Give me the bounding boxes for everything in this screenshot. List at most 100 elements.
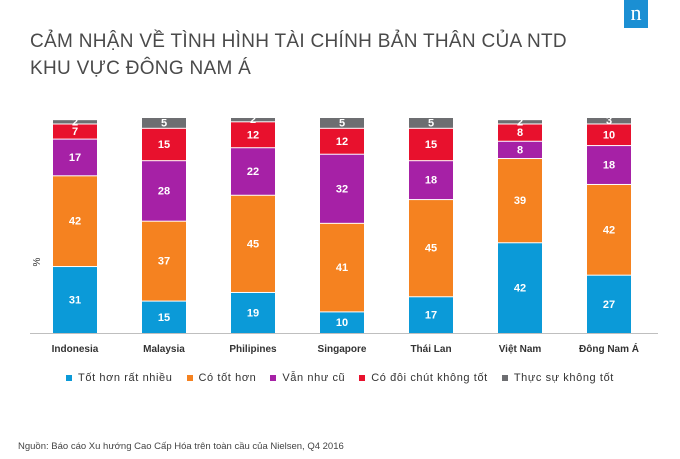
data-label: 42 bbox=[603, 224, 615, 236]
bar-segment bbox=[142, 301, 186, 333]
chart-title-line-2: KHU VỰC ĐÔNG NAM Á bbox=[30, 58, 252, 79]
legend-label: Có đôi chút không tốt bbox=[371, 372, 488, 384]
data-label: 17 bbox=[425, 310, 437, 322]
data-label: 32 bbox=[336, 183, 348, 195]
bar-segment bbox=[231, 292, 275, 333]
x-tick-label: Philipines bbox=[229, 344, 277, 355]
legend-label: Tốt hơn rất nhiều bbox=[78, 372, 173, 384]
bar-segment bbox=[320, 312, 364, 333]
data-label: 39 bbox=[514, 195, 526, 207]
data-label: 2 bbox=[72, 116, 78, 128]
legend-swatch bbox=[186, 375, 193, 381]
legend-label: Thực sự không tốt bbox=[513, 372, 614, 384]
bar-segment bbox=[409, 118, 453, 128]
x-tick-label: Singapore bbox=[318, 344, 367, 355]
bar-segment bbox=[142, 128, 186, 161]
data-label: 18 bbox=[603, 160, 615, 172]
bar-segment bbox=[231, 122, 275, 148]
bar-segment bbox=[498, 243, 542, 333]
legend-item: Thực sự không tốt bbox=[501, 372, 614, 384]
data-label: 2 bbox=[250, 114, 256, 126]
data-label: 45 bbox=[247, 238, 259, 250]
data-label: 7 bbox=[72, 126, 78, 138]
bar-segment bbox=[320, 128, 364, 154]
chart-legend: Tốt hơn rất nhiều Có tốt hơn Vẫn như cũ Có … bbox=[0, 372, 680, 384]
source-note: Nguồn: Báo cáo Xu hướng Cao Cấp Hóa trên… bbox=[18, 441, 344, 452]
bar-segment bbox=[53, 267, 97, 333]
data-label: 27 bbox=[603, 299, 615, 311]
bar-segment bbox=[498, 124, 542, 141]
bar-segment bbox=[409, 200, 453, 297]
data-label: 5 bbox=[161, 117, 167, 129]
bar-segment bbox=[587, 184, 631, 275]
chart-title-line-1: CẢM NHẬN VỀ TÌNH HÌNH TÀI CHÍNH BẢN THÂN… bbox=[30, 31, 567, 52]
bar-segment bbox=[498, 141, 542, 159]
legend-item: Tốt hơn rất nhiều bbox=[66, 372, 172, 384]
bar-segment bbox=[142, 221, 186, 301]
legend-item: Có đôi chút không tốt bbox=[359, 372, 488, 384]
bar-segment bbox=[53, 120, 97, 124]
x-tick-label: Việt Nam bbox=[499, 344, 542, 355]
chart-title: CẢM NHẬN VỀ TÌNH HÌNH TÀI CHÍNH BẢN THÂN… bbox=[30, 28, 590, 82]
bar-segment bbox=[231, 118, 275, 122]
x-tick-label: Đông Nam Á bbox=[579, 342, 639, 355]
bar-segment bbox=[53, 139, 97, 176]
data-label: 15 bbox=[158, 139, 170, 151]
y-axis-label: % bbox=[32, 257, 43, 266]
data-label: 12 bbox=[336, 136, 348, 148]
bar-segment bbox=[587, 275, 631, 333]
bar-segment bbox=[587, 146, 631, 184]
bar-segment bbox=[142, 118, 186, 128]
bar-segment bbox=[587, 124, 631, 146]
legend-item: Có tốt hơn bbox=[186, 372, 257, 384]
bar-segment bbox=[409, 161, 453, 200]
legend-swatch bbox=[501, 375, 508, 381]
bar-segment bbox=[409, 297, 453, 333]
data-label: 8 bbox=[517, 127, 523, 139]
data-label: 2 bbox=[517, 116, 523, 128]
data-label: 5 bbox=[339, 117, 345, 129]
bar-segment bbox=[231, 148, 275, 195]
bar-segment bbox=[320, 154, 364, 223]
data-label: 3 bbox=[606, 115, 612, 127]
data-label: 42 bbox=[69, 216, 81, 228]
legend-swatch bbox=[66, 375, 73, 381]
bar-segment bbox=[142, 161, 186, 221]
data-label: 15 bbox=[158, 312, 170, 324]
bar-segment bbox=[320, 118, 364, 128]
data-label: 41 bbox=[336, 262, 348, 274]
legend-swatch bbox=[359, 375, 366, 381]
data-label: 10 bbox=[336, 317, 348, 329]
data-label: 22 bbox=[247, 166, 259, 178]
x-tick-label: Malaysia bbox=[143, 344, 185, 355]
legend-label: Có tốt hơn bbox=[198, 372, 257, 384]
bar-segment bbox=[320, 223, 364, 312]
data-label: 18 bbox=[425, 175, 437, 187]
data-label: 17 bbox=[69, 152, 81, 164]
x-tick-label: Thái Lan bbox=[410, 344, 451, 355]
x-tick-label: Indonesia bbox=[52, 344, 99, 355]
data-label: 45 bbox=[425, 243, 437, 255]
bar-segment bbox=[498, 159, 542, 243]
data-label: 19 bbox=[247, 307, 259, 319]
bar-segment bbox=[498, 120, 542, 124]
bar-segment bbox=[231, 195, 275, 292]
legend-label: Vẫn như cũ bbox=[282, 372, 346, 384]
data-label: 15 bbox=[425, 139, 437, 151]
data-label: 5 bbox=[428, 117, 434, 129]
data-label: 37 bbox=[158, 256, 170, 268]
bar-segment bbox=[53, 176, 97, 267]
stacked-bar-chart: %31421772Indonesia153728155Malaysia19452… bbox=[30, 114, 658, 355]
data-label: 10 bbox=[603, 129, 615, 141]
data-label: 12 bbox=[247, 129, 259, 141]
legend-swatch bbox=[270, 375, 277, 381]
data-label: 42 bbox=[514, 283, 526, 295]
bar-segment bbox=[53, 124, 97, 139]
nielsen-logo: n bbox=[624, 0, 648, 28]
bar-segment bbox=[587, 118, 631, 124]
data-label: 28 bbox=[158, 185, 170, 197]
data-label: 31 bbox=[69, 295, 81, 307]
bar-segment bbox=[409, 128, 453, 161]
data-label: 8 bbox=[517, 144, 523, 156]
legend-item: Vẫn như cũ bbox=[270, 372, 345, 384]
